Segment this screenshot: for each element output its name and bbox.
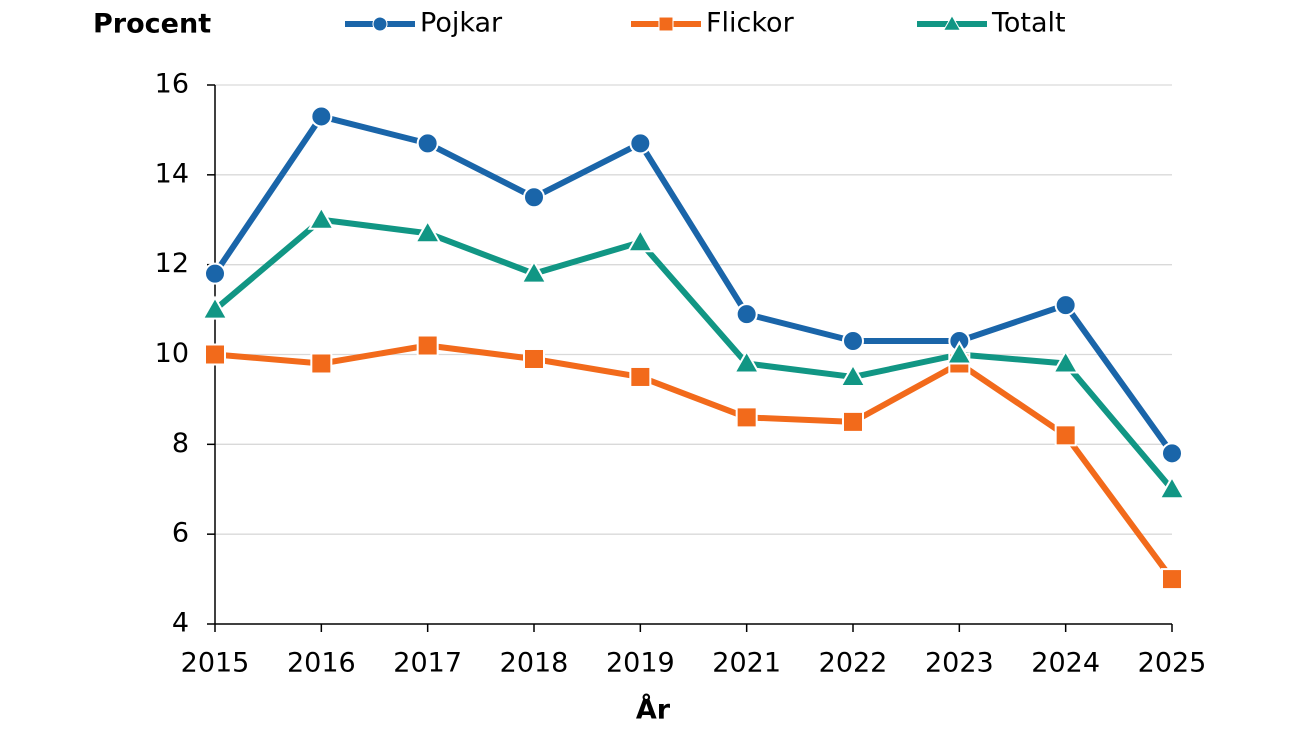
marker	[204, 343, 226, 366]
marker	[1051, 349, 1080, 374]
marker	[942, 14, 962, 31]
marker	[842, 330, 864, 353]
marker	[842, 410, 864, 433]
marker	[732, 349, 761, 374]
y-tick-label: 10	[155, 338, 189, 369]
x-tick-label: 2018	[500, 648, 569, 679]
marker	[416, 132, 439, 155]
marker	[523, 347, 545, 370]
x-tick-label: 2015	[181, 648, 250, 679]
y-tick-label: 6	[172, 518, 189, 549]
legend-label: Flickor	[706, 8, 795, 39]
x-tick-label: 2021	[712, 648, 781, 679]
marker	[1161, 568, 1183, 591]
marker	[839, 362, 867, 387]
marker	[307, 205, 336, 230]
marker	[523, 186, 545, 209]
marker	[626, 228, 655, 253]
y-tick-label: 4	[172, 608, 189, 639]
marker	[735, 406, 758, 429]
x-tick-label: 2016	[287, 648, 356, 679]
y-tick-label: 16	[155, 69, 189, 100]
marker	[372, 16, 388, 32]
y-tick-label: 12	[155, 248, 189, 279]
marker	[945, 340, 974, 365]
legend: Pojkar Flickor Totalt	[345, 8, 1066, 39]
marker	[735, 303, 758, 326]
marker	[1161, 442, 1183, 465]
y-axis-title: Procent	[93, 9, 211, 40]
x-tick-label: 2017	[393, 648, 462, 679]
y-tick-label: 8	[172, 428, 189, 459]
marker	[1158, 475, 1186, 500]
x-axis-title: År	[636, 694, 671, 726]
y-tick-label: 14	[155, 158, 189, 189]
marker	[629, 132, 652, 155]
x-tick-label: 2022	[819, 648, 888, 679]
marker	[1054, 424, 1077, 447]
series-line	[213, 216, 1175, 492]
marker	[520, 259, 548, 284]
legend-label: Pojkar	[420, 8, 503, 39]
x-tick-label: 2019	[606, 648, 675, 679]
marker	[204, 262, 226, 285]
marker	[416, 334, 439, 357]
x-tick-label: 2025	[1138, 648, 1207, 679]
x-tick-label: 2023	[925, 648, 994, 679]
series-line	[214, 342, 1175, 581]
marker	[1054, 294, 1077, 317]
marker	[310, 352, 333, 375]
legend-label: Totalt	[991, 8, 1066, 39]
x-tick-label: 2024	[1031, 648, 1100, 679]
marker	[658, 16, 674, 32]
series-line	[212, 113, 1175, 456]
marker	[310, 105, 333, 128]
plot	[201, 105, 1186, 591]
marker	[201, 295, 229, 320]
marker	[413, 219, 442, 244]
marker	[629, 365, 652, 388]
